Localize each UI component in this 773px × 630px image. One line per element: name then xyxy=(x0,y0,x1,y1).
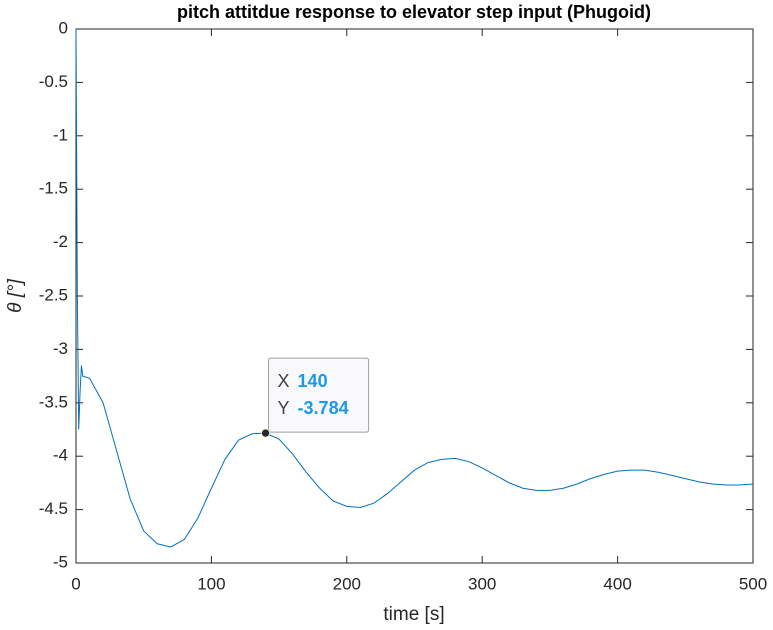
y-tick-label: -4 xyxy=(53,446,68,465)
x-tick-label: 300 xyxy=(468,574,496,593)
datatip-marker xyxy=(261,428,270,438)
x-tick-label: 500 xyxy=(739,574,767,593)
y-tick-label: -4.5 xyxy=(39,499,68,518)
x-tick-label: 200 xyxy=(333,574,361,593)
y-tick-label: -0.5 xyxy=(39,72,68,91)
datatip-y-value: -3.784 xyxy=(298,398,349,418)
datatip-box xyxy=(268,357,370,433)
data-line xyxy=(75,28,754,548)
y-tick-label: -1.5 xyxy=(39,179,68,198)
y-tick-label: -2.5 xyxy=(39,285,68,304)
datatip-x-value: 140 xyxy=(298,371,328,391)
x-tick-label: 400 xyxy=(603,574,631,593)
chart-title: pitch attitdue response to elevator step… xyxy=(177,2,651,22)
y-tick-label: -2 xyxy=(53,232,68,251)
y-tick-label: -3.5 xyxy=(39,392,68,411)
x-tick-label: 100 xyxy=(197,574,225,593)
datatip-x-label: X xyxy=(278,371,290,391)
y-tick-label: -3 xyxy=(53,339,68,358)
y-tick-label: -1 xyxy=(53,125,68,144)
datatip: X 140 Y -3.784 xyxy=(261,357,370,438)
y-tick-label: 0 xyxy=(59,18,68,37)
x-tick-label: 0 xyxy=(71,574,80,593)
y-tick-label: -5 xyxy=(53,552,68,571)
x-axis-label: time [s] xyxy=(383,604,444,625)
axes-box xyxy=(75,28,754,564)
y-axis-label: θ [°] xyxy=(5,278,26,312)
datatip-y-label: Y xyxy=(278,398,290,418)
